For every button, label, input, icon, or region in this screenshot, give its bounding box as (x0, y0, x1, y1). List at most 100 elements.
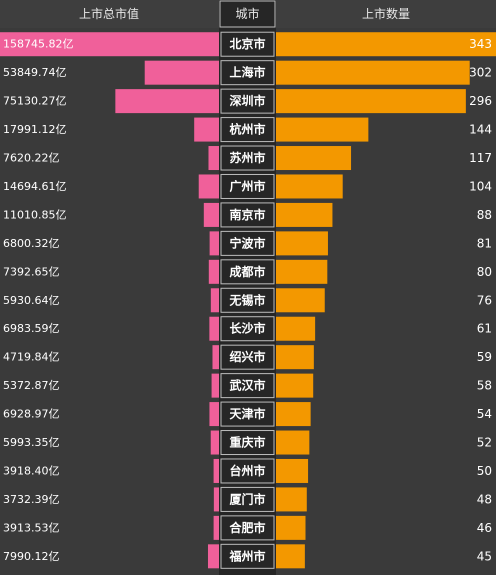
city-cell-border (220, 344, 275, 370)
city-cell-border (220, 458, 275, 484)
city-label: 苏州市 (229, 150, 265, 165)
city-label: 杭州市 (229, 122, 265, 137)
city-cell-border (220, 145, 275, 171)
market-cap-bar (144, 60, 219, 85)
market-cap-value-label: 4719.84亿 (3, 351, 60, 364)
market-cap-bar (207, 544, 219, 569)
listing-count-value-label: 117 (469, 151, 492, 165)
city-cell-border (220, 373, 275, 399)
city-label: 长沙市 (229, 321, 265, 336)
market-cap-value-label: 5372.87亿 (3, 379, 60, 392)
city-cell-border (220, 31, 275, 57)
market-cap-bar (213, 487, 219, 512)
listing-count-bar (276, 515, 306, 540)
city-cell-border (220, 401, 275, 427)
market-cap-value-label: 3913.53亿 (3, 521, 60, 534)
listing-count-value-label: 48 (477, 492, 492, 506)
listing-count-bar (276, 458, 309, 483)
city-cell-border (220, 316, 275, 342)
listing-count-value-label: 54 (477, 407, 492, 421)
listing-count-bar (276, 60, 470, 85)
market-cap-value-label: 53849.74亿 (3, 66, 67, 79)
city-label: 福州市 (228, 548, 265, 563)
city-label: 宁波市 (229, 235, 265, 250)
listing-count-value-label: 81 (477, 236, 492, 250)
city-label: 无锡市 (228, 292, 265, 307)
header-city-label: 城市 (235, 6, 259, 21)
market-cap-bar (210, 288, 219, 313)
listing-count-value-label: 45 (477, 549, 492, 563)
city-label: 武汉市 (229, 378, 265, 393)
city-label: 台州市 (229, 463, 265, 478)
city-cell-border (220, 202, 275, 228)
city-cell-border (220, 515, 275, 541)
listing-count-bar (276, 146, 352, 171)
market-cap-bar (115, 89, 219, 114)
market-cap-bar (209, 231, 219, 256)
market-cap-bar (211, 373, 219, 398)
listing-count-value-label: 80 (477, 265, 492, 279)
city-cell-border (220, 60, 275, 86)
listing-count-bar (276, 402, 311, 427)
city-label: 成都市 (229, 264, 265, 279)
listing-count-bar (276, 316, 316, 341)
market-cap-bar (208, 259, 219, 284)
city-column-background (219, 0, 276, 575)
city-cell-border (220, 259, 275, 285)
market-cap-value-label: 5930.64亿 (3, 294, 60, 307)
city-cell-border (220, 230, 275, 256)
listing-count-value-label: 302 (469, 66, 492, 80)
market-cap-value-label: 158745.82亿 (3, 38, 74, 51)
market-cap-value-label: 6983.59亿 (3, 322, 60, 335)
city-label: 南京市 (229, 207, 265, 222)
listing-count-value-label: 88 (477, 208, 492, 222)
market-cap-bar (203, 202, 219, 227)
city-label: 绍兴市 (229, 349, 265, 364)
market-cap-value-label: 7392.65亿 (3, 265, 60, 278)
market-cap-value-label: 3918.40亿 (3, 464, 60, 477)
city-cell-border (220, 173, 275, 199)
header-market-cap-label: 上市总市值 (79, 6, 139, 21)
city-label: 厦门市 (229, 491, 265, 506)
city-label: 深圳市 (229, 93, 265, 108)
listing-count-value-label: 58 (477, 379, 492, 393)
city-label: 天津市 (229, 406, 265, 421)
listing-count-value-label: 61 (477, 322, 492, 336)
market-cap-value-label: 3732.39亿 (3, 493, 60, 506)
market-cap-value-label: 6800.32亿 (3, 237, 60, 250)
market-cap-bar (213, 515, 219, 540)
market-cap-bar (210, 430, 219, 455)
market-cap-bar (198, 174, 219, 199)
market-cap-value-label: 75130.27亿 (3, 95, 67, 108)
listing-count-bar (276, 430, 310, 455)
market-cap-bar (209, 402, 219, 427)
listing-count-bar (276, 288, 325, 313)
city-cell-border (220, 88, 275, 114)
listing-count-bar (276, 117, 369, 142)
listing-count-value-label: 50 (477, 464, 492, 478)
listing-count-value-label: 46 (477, 521, 492, 535)
city-cell-border (220, 287, 275, 313)
city-cell-border (220, 117, 275, 143)
market-cap-bar (209, 316, 219, 341)
listing-count-bar (276, 202, 333, 227)
header-count-label: 上市数量 (362, 6, 410, 21)
listing-count-value-label: 144 (469, 123, 492, 137)
market-cap-value-label: 14694.61亿 (3, 180, 67, 193)
listing-count-value-label: 104 (469, 179, 492, 193)
city-header-cell (219, 0, 276, 28)
listing-count-bar (276, 231, 328, 256)
market-cap-value-label: 7990.12亿 (3, 550, 60, 563)
market-cap-value-label: 11010.85亿 (3, 208, 67, 221)
city-cell-border (220, 543, 275, 569)
market-cap-bar (212, 345, 219, 370)
city-label: 重庆市 (229, 435, 265, 450)
listing-count-value-label: 296 (469, 94, 492, 108)
city-label: 上海市 (229, 65, 265, 80)
listing-count-value-label: 52 (477, 436, 492, 450)
listing-count-bar (276, 89, 466, 114)
listing-count-bar (276, 345, 314, 370)
city-label: 广州市 (229, 178, 265, 193)
